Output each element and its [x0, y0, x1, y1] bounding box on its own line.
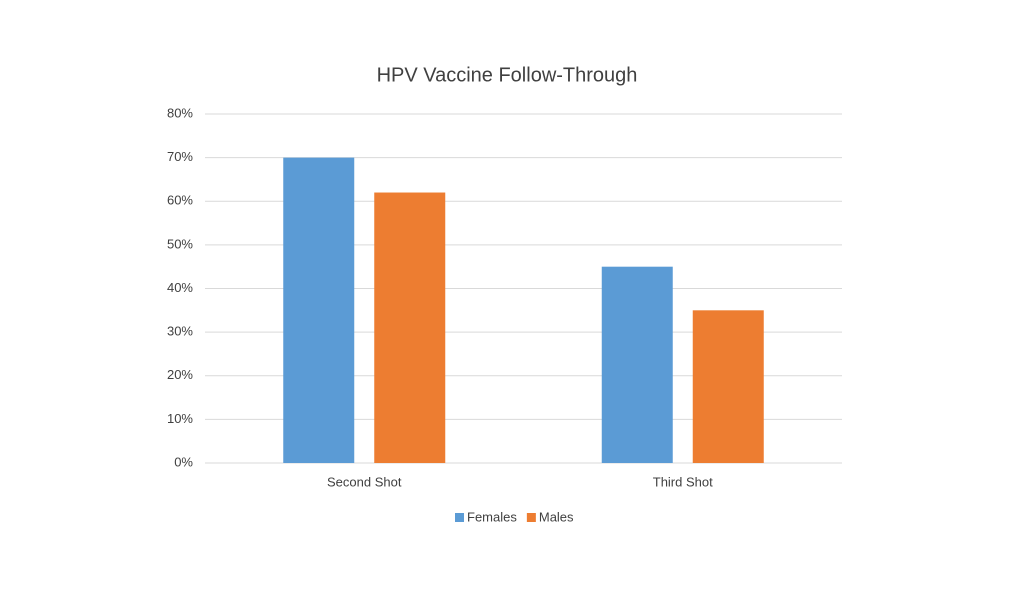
- x-tick-label: Third Shot: [653, 474, 713, 489]
- bar: [283, 157, 355, 463]
- bar: [692, 310, 764, 463]
- legend-label: Males: [539, 509, 574, 524]
- chart-title: HPV Vaccine Follow-Through: [377, 64, 638, 86]
- y-tick-label: 20%: [167, 367, 193, 382]
- y-tick-label: 70%: [167, 149, 193, 164]
- bar: [601, 266, 673, 463]
- y-tick-label: 60%: [167, 193, 193, 208]
- legend-swatch: [526, 513, 536, 522]
- legend-swatch: [455, 513, 464, 522]
- x-tick-label: Second Shot: [327, 474, 402, 489]
- y-tick-label: 30%: [167, 324, 193, 339]
- y-tick-label: 10%: [167, 411, 193, 426]
- y-tick-label: 40%: [167, 280, 193, 295]
- legend-label: Females: [467, 509, 517, 524]
- bar: [374, 192, 446, 463]
- y-tick-label: 0%: [174, 454, 193, 469]
- y-tick-label: 50%: [167, 236, 193, 251]
- y-tick-label: 80%: [167, 105, 193, 120]
